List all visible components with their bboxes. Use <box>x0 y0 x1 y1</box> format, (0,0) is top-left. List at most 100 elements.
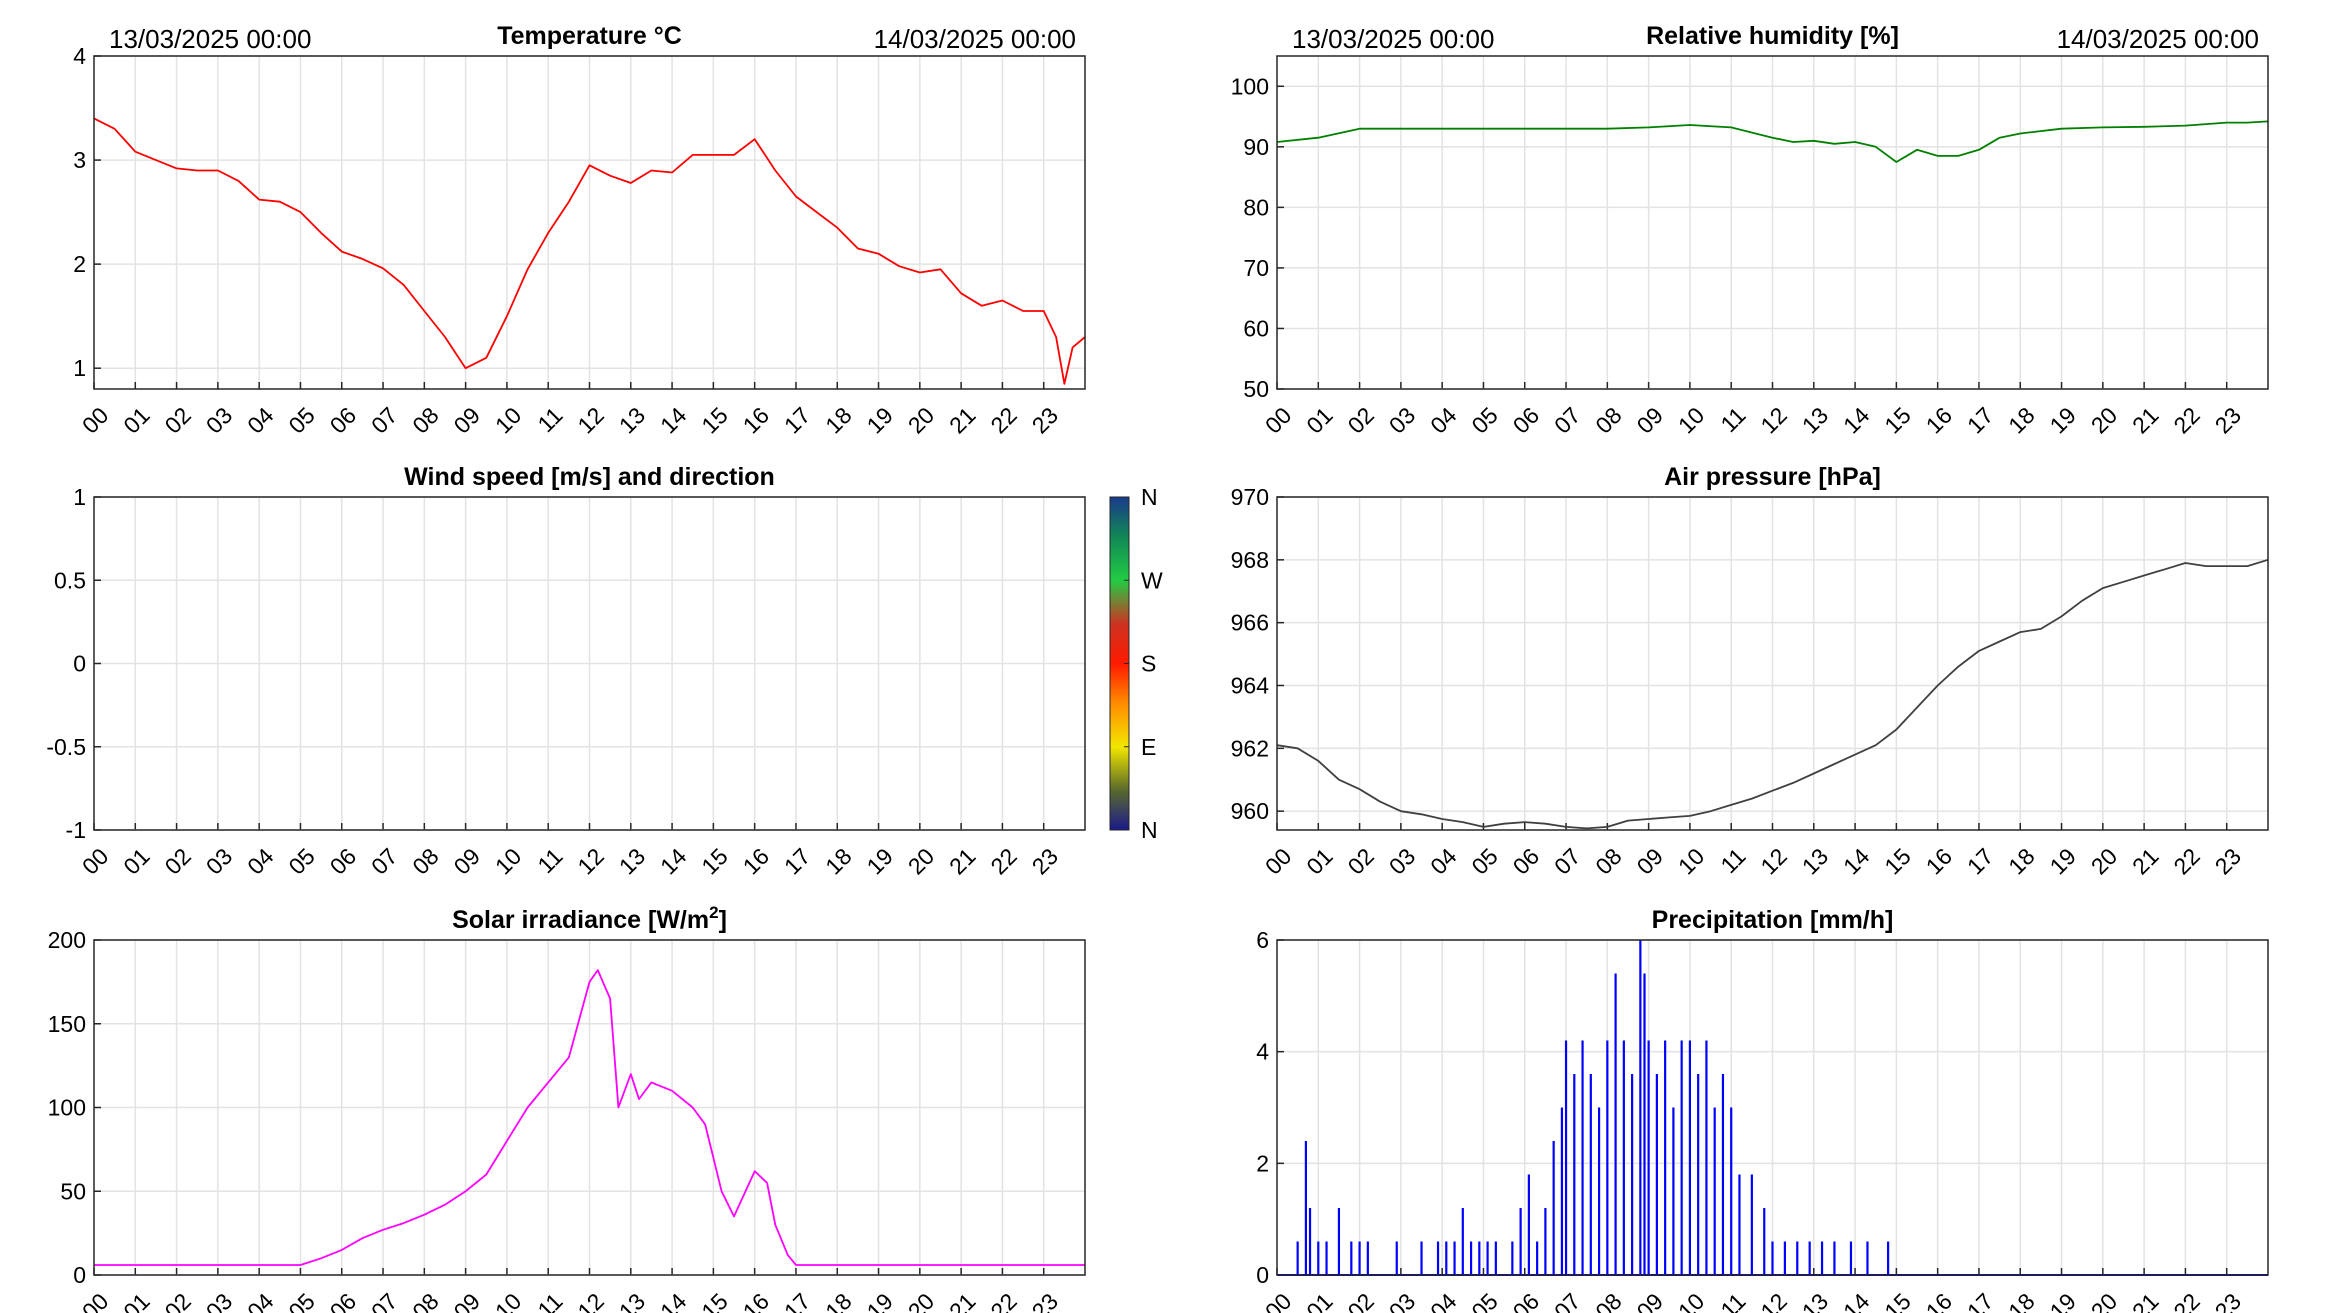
pressure-series-line <box>1276 558 2269 830</box>
temperature-ytick-label: 2 <box>73 251 86 277</box>
temperature-xtick-label: 05 <box>283 402 319 438</box>
solar-axes-frame <box>93 939 1086 1276</box>
wind-xtick-label: 02 <box>160 843 196 879</box>
temperature-xtick-label: 15 <box>696 402 732 438</box>
pressure-xtick-label: 14 <box>1838 843 1875 880</box>
wind-xtick-label: 10 <box>490 843 526 879</box>
humidity-series-line <box>1276 120 2269 163</box>
wind-xtick-label: 21 <box>944 843 980 879</box>
humidity-ytick-label: 50 <box>1243 376 1269 402</box>
solar-xtick-label: 03 <box>201 1288 237 1313</box>
wind-xtick-label: 03 <box>201 843 237 879</box>
solar-xtick-label: 23 <box>1027 1288 1063 1313</box>
precipitation-xtick-label: 04 <box>1425 1288 1462 1313</box>
precipitation-xtick-label: 20 <box>2086 1288 2122 1313</box>
pressure-xtick-label: 13 <box>1797 843 1833 879</box>
temperature-xtick-label: 01 <box>118 402 154 438</box>
precipitation-xtick-label: 12 <box>1755 1288 1791 1313</box>
wind-xtick-label: 04 <box>242 843 279 880</box>
pressure-xtick-label: 20 <box>2086 843 2122 879</box>
temperature-xtick-label: 08 <box>407 402 443 438</box>
humidity-xtick-label: 01 <box>1301 402 1337 438</box>
temperature-xtick-label: 03 <box>201 402 237 438</box>
colorbar-label: E <box>1141 734 1156 760</box>
wind-title-text: Wind speed [m/s] and direction <box>404 463 775 491</box>
precipitation-xtick-label: 10 <box>1673 1288 1709 1313</box>
pressure-ytick-label: 960 <box>1231 798 1269 824</box>
temperature-xtick-label: 19 <box>861 402 897 438</box>
precipitation-ytick-label: 2 <box>1256 1150 1269 1176</box>
solar-ytick-label: 0 <box>73 1262 86 1288</box>
wind-axes-frame <box>93 496 1086 831</box>
temperature-axes-frame <box>93 55 1086 390</box>
solar-ytick-label: 150 <box>48 1011 86 1037</box>
temperature-series-line <box>93 117 1086 385</box>
temperature-xtick-label: 06 <box>325 402 361 438</box>
temperature-xtick-label: 11 <box>532 402 567 437</box>
temperature-xtick-label: 07 <box>366 402 402 438</box>
solar-xtick-label: 21 <box>944 1288 980 1313</box>
humidity-xtick-label: 06 <box>1508 402 1544 438</box>
wind-xtick-label: 16 <box>738 843 774 879</box>
precipitation-title: Precipitation [mm/h] <box>1652 906 1894 934</box>
temperature-title: Temperature °C <box>497 22 682 50</box>
temperature-start-date: 13/03/2025 00:00 <box>109 24 311 54</box>
precipitation-panel: 00 01 02 03 04 05 06 07 08 09 10 11 12 13 14 15 16 17 18 19… <box>1256 906 2269 1313</box>
temperature-xtick-label: 18 <box>820 402 856 438</box>
precipitation-xtick-label: 22 <box>2168 1288 2204 1313</box>
humidity-ytick-label: 90 <box>1243 134 1269 160</box>
pressure-ytick-label: 964 <box>1231 672 1270 698</box>
pressure-xtick-label: 07 <box>1549 843 1585 879</box>
wind-xtick-label: 20 <box>903 843 939 879</box>
solar-xtick-label: 08 <box>407 1288 443 1313</box>
solar-xtick-label: 19 <box>861 1288 897 1313</box>
temperature-ytick-label: 1 <box>73 355 86 381</box>
pressure-xtick-label: 12 <box>1755 843 1791 879</box>
humidity-xtick-label: 17 <box>1962 402 1998 438</box>
pressure-axes-frame <box>1276 496 2269 831</box>
solar-xtick-label: 20 <box>903 1288 939 1313</box>
humidity-xtick-label: 16 <box>1921 402 1957 438</box>
solar-ytick-label: 100 <box>48 1095 86 1121</box>
wind-xtick-label: 05 <box>283 843 319 879</box>
precipitation-xtick-label: 13 <box>1797 1288 1833 1313</box>
humidity-title: Relative humidity [%] <box>1646 22 1899 50</box>
humidity-xtick-label: 02 <box>1343 402 1379 438</box>
pressure-xtick-label: 15 <box>1879 843 1915 879</box>
solar-xtick-label: 14 <box>655 1288 692 1313</box>
precipitation-xtick-label: 01 <box>1301 1288 1337 1313</box>
precipitation-xtick-label: 03 <box>1384 1288 1420 1313</box>
wind-panel: 00 01 02 03 04 05 06 07 08 09 10 11 12 13 14 15 16 17 18 19… <box>46 463 1163 880</box>
pressure-xtick-label: 18 <box>2003 843 2039 879</box>
wind-ytick-label: 0 <box>73 651 86 677</box>
temperature-xtick-label: 04 <box>242 402 279 439</box>
wind-xtick-label: 22 <box>985 843 1021 879</box>
solar-xtick-label: 10 <box>490 1288 526 1313</box>
solar-xtick-label: 16 <box>738 1288 774 1313</box>
humidity-xtick-label: 00 <box>1260 402 1296 438</box>
humidity-panel: 00 01 02 03 04 05 06 07 08 09 10 11 12 13 14 15 16 17 18 19… <box>1231 22 2269 439</box>
pressure-xtick-label: 19 <box>2044 843 2080 879</box>
humidity-title-text: Relative humidity [%] <box>1646 22 1899 50</box>
solar-xtick-label: 11 <box>532 1288 567 1313</box>
precipitation-xtick-label: 02 <box>1343 1288 1379 1313</box>
humidity-ytick-label: 80 <box>1243 194 1269 220</box>
precipitation-xtick-label: 21 <box>2127 1288 2163 1313</box>
pressure-xtick-label: 04 <box>1425 843 1462 880</box>
solar-series-line <box>94 969 1085 1266</box>
colorbar-label: W <box>1141 567 1163 593</box>
humidity-xtick-label: 12 <box>1755 402 1791 438</box>
pressure-xtick-label: 11 <box>1715 843 1750 878</box>
humidity-xtick-label: 03 <box>1384 402 1420 438</box>
pressure-xtick-label: 03 <box>1384 843 1420 879</box>
precipitation-xtick-label: 08 <box>1590 1288 1626 1313</box>
wind-xtick-label: 08 <box>407 843 443 879</box>
pressure-xtick-label: 23 <box>2210 843 2246 879</box>
temperature-xtick-label: 23 <box>1027 402 1063 438</box>
wind-xtick-label: 11 <box>532 843 567 878</box>
wind-title: Wind speed [m/s] and direction <box>404 463 775 491</box>
temperature-xtick-label: 16 <box>738 402 774 438</box>
wind-xtick-label: 09 <box>449 843 485 879</box>
temperature-xtick-label: 20 <box>903 402 939 438</box>
